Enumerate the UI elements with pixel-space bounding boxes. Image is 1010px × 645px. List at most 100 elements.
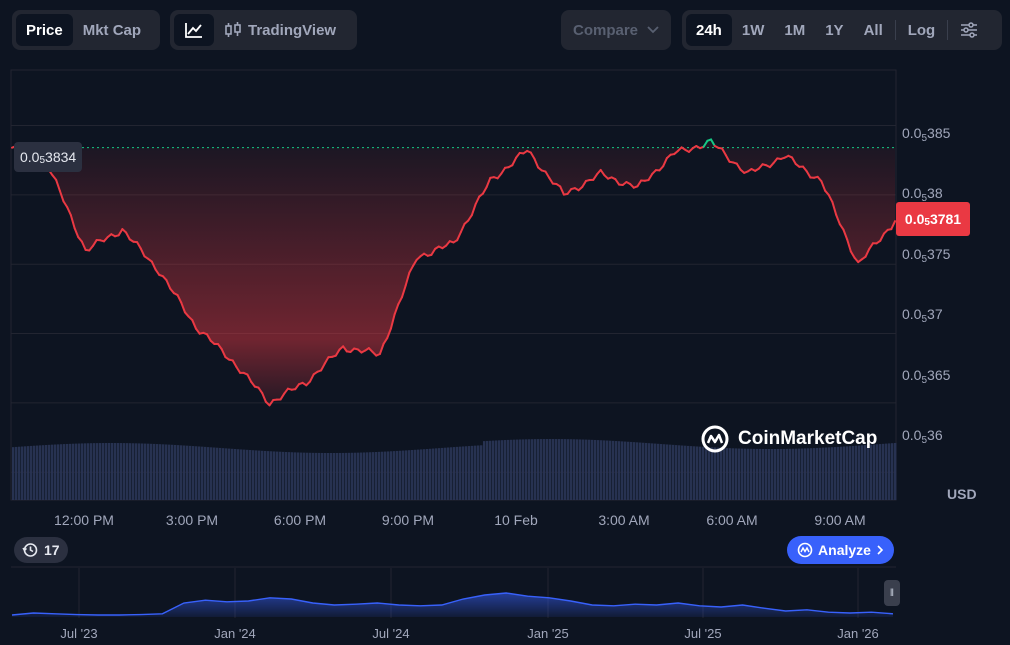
history-badge[interactable]: 17 bbox=[14, 537, 68, 563]
price-line-segment bbox=[559, 185, 565, 196]
price-line-segment bbox=[400, 284, 407, 299]
volume-bar bbox=[237, 449, 240, 500]
volume-bar bbox=[336, 452, 339, 500]
volume-bar bbox=[102, 443, 105, 500]
volume-bar bbox=[84, 443, 87, 500]
price-line-segment bbox=[511, 156, 518, 167]
history-icon bbox=[22, 543, 38, 557]
chevron-down-icon bbox=[647, 26, 659, 34]
volume-bar bbox=[477, 445, 480, 500]
volume-bar bbox=[372, 452, 375, 500]
volume-bar bbox=[399, 450, 402, 500]
price-line-segment bbox=[485, 176, 492, 189]
volume-bar bbox=[279, 451, 282, 500]
volume-bar bbox=[255, 450, 258, 500]
volume-bar bbox=[432, 448, 435, 500]
volume-bar bbox=[423, 449, 426, 500]
volume-bar bbox=[507, 439, 510, 500]
volume-bar bbox=[198, 446, 201, 500]
volume-bar bbox=[774, 448, 777, 500]
volume-bar bbox=[756, 448, 759, 500]
range-1m[interactable]: 1M bbox=[784, 21, 806, 39]
range-1w[interactable]: 1W bbox=[741, 21, 765, 39]
volume-bar bbox=[12, 447, 15, 500]
volume-bar bbox=[342, 452, 345, 500]
volume-bar bbox=[852, 445, 855, 500]
volume-bar bbox=[780, 448, 783, 500]
volume-bar bbox=[228, 448, 231, 500]
volume-bar bbox=[138, 443, 141, 500]
range-all[interactable]: All bbox=[863, 21, 883, 39]
volume-bar bbox=[75, 443, 78, 500]
compare-dropdown[interactable]: Compare bbox=[561, 10, 671, 50]
volume-bar bbox=[840, 446, 843, 500]
volume-bar bbox=[456, 446, 459, 500]
volume-bar bbox=[318, 452, 321, 500]
range-1y[interactable]: 1Y bbox=[825, 21, 844, 39]
volume-bar bbox=[525, 439, 528, 500]
y-tick: 0.05375 bbox=[902, 246, 951, 265]
price-line-segment bbox=[283, 387, 289, 395]
volume-bar bbox=[177, 445, 180, 500]
volume-bar bbox=[648, 443, 651, 500]
volume-bar bbox=[561, 439, 564, 500]
market-cap-tab[interactable]: Mkt Cap bbox=[82, 21, 142, 39]
volume-bar bbox=[90, 443, 93, 500]
volume-bar bbox=[603, 440, 606, 500]
range-24h[interactable]: 24h bbox=[686, 14, 732, 46]
price-line-segment bbox=[838, 223, 845, 231]
volume-bar bbox=[447, 447, 450, 500]
line-chart-button[interactable] bbox=[174, 14, 214, 46]
price-line-segment bbox=[864, 247, 871, 258]
price-line-segment bbox=[599, 168, 606, 177]
y-tick: 0.0536 bbox=[902, 427, 943, 446]
volume-bar bbox=[339, 452, 342, 500]
price-line-segment bbox=[548, 176, 554, 185]
volume-bar bbox=[708, 447, 711, 500]
price-tab[interactable]: Price bbox=[16, 14, 73, 46]
volume-bar bbox=[558, 439, 561, 500]
volume-bar bbox=[27, 446, 30, 500]
volume-bar bbox=[441, 447, 444, 500]
price-line-segment bbox=[467, 214, 473, 222]
price-line-segment bbox=[220, 348, 227, 359]
volume-bar bbox=[762, 448, 765, 500]
price-line-segment bbox=[91, 239, 98, 247]
navigator-tick: Jul '24 bbox=[372, 626, 410, 641]
volume-bar bbox=[36, 445, 39, 500]
analyze-button[interactable]: Analyze bbox=[787, 536, 894, 564]
volume-bar bbox=[348, 452, 351, 500]
volume-bar bbox=[354, 452, 357, 500]
volume-bar bbox=[345, 452, 348, 500]
volume-bar bbox=[717, 447, 720, 500]
volume-bar bbox=[402, 450, 405, 500]
settings-button[interactable] bbox=[950, 14, 988, 46]
volume-bar bbox=[165, 444, 168, 500]
volume-bar bbox=[690, 446, 693, 500]
volume-bar bbox=[309, 452, 312, 500]
volume-bar bbox=[855, 445, 858, 500]
volume-bar bbox=[168, 444, 171, 500]
volume-bar bbox=[39, 445, 42, 500]
log-scale-button[interactable]: Log bbox=[907, 21, 936, 39]
volume-bar bbox=[99, 443, 102, 500]
tradingview-button[interactable]: TradingView bbox=[214, 14, 346, 46]
volume-bar bbox=[315, 452, 318, 500]
price-line-segment bbox=[73, 226, 80, 239]
price-line-segment bbox=[386, 327, 392, 340]
price-line-segment bbox=[294, 383, 300, 391]
volume-bar bbox=[576, 439, 579, 500]
x-tick: 6:00 AM bbox=[706, 512, 758, 528]
price-line-segment bbox=[805, 170, 812, 179]
volume-bar bbox=[21, 446, 24, 500]
volume-bar bbox=[861, 445, 864, 500]
volume-bar bbox=[624, 441, 627, 500]
volume-bar bbox=[396, 450, 399, 500]
volume-bar bbox=[723, 447, 726, 500]
volume-bar bbox=[66, 443, 69, 500]
volume-bar bbox=[489, 440, 492, 500]
price-line-segment bbox=[320, 362, 326, 372]
navigator-drag-handle[interactable]: ‖ bbox=[884, 580, 900, 606]
current-tag-digits: 3781 bbox=[929, 211, 962, 227]
